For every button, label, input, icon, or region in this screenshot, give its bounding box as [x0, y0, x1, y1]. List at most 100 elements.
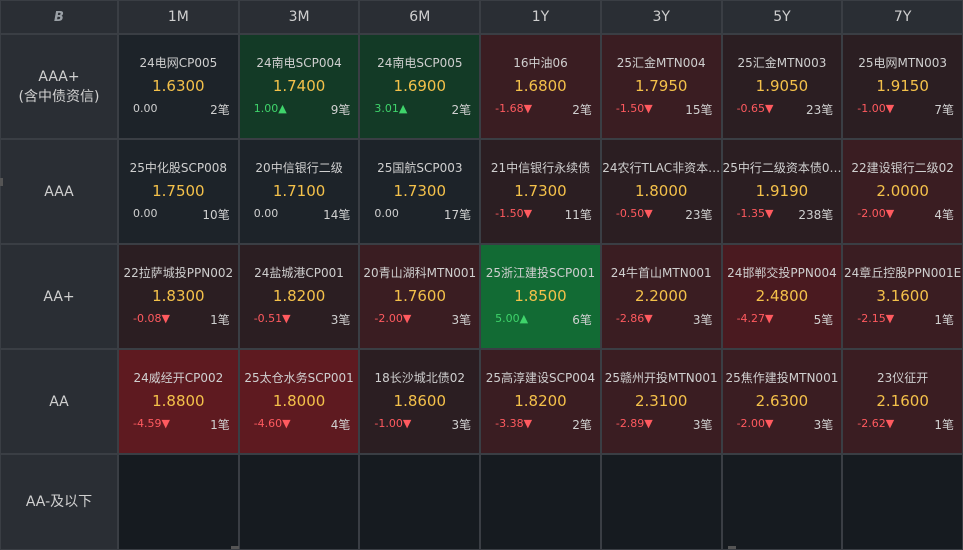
column-header-1m[interactable]: 1M: [119, 1, 238, 33]
bond-name: 22建设银行二级02: [851, 161, 954, 175]
bond-name: 24农行TLAC非资本…: [602, 161, 721, 175]
column-header-3m[interactable]: 3M: [239, 1, 359, 33]
trade-count: 3笔: [451, 313, 472, 327]
column-resize-handle[interactable]: [728, 546, 736, 549]
bond-name: 20中信银行二级: [255, 161, 343, 175]
bond-cell[interactable]: 24电网CP005 1.6300 0.00 2笔: [119, 35, 238, 138]
bond-yield: 1.7400: [272, 77, 326, 95]
bond-cell[interactable]: 24盐城港CP001 1.8200 -0.51▼ 3笔: [239, 245, 359, 348]
yield-change: 3.01▲: [374, 102, 408, 115]
yield-change: 0.00: [253, 207, 279, 220]
bond-cell[interactable]: 25高淳建设SCP004 1.8200 -3.38▼ 2笔: [481, 350, 600, 453]
bond-cell[interactable]: 24南电SCP004 1.7400 1.00▲ 9笔: [239, 35, 359, 138]
yield-change: -1.50▼: [495, 207, 533, 220]
column-header-3y[interactable]: 3Y: [601, 1, 721, 33]
row-label: AA: [1, 350, 117, 453]
trade-count: 3笔: [451, 418, 472, 432]
bond-cell[interactable]: 18长沙城北债02 1.8600 -1.00▼ 3笔: [360, 350, 480, 453]
trade-count: 4笔: [330, 418, 351, 432]
trade-count: 23笔: [806, 103, 834, 117]
bond-name: 18长沙城北债02: [374, 371, 466, 385]
trade-count: 2笔: [451, 103, 472, 117]
row-label: AA-及以下: [1, 455, 117, 549]
trade-count: 15笔: [685, 103, 713, 117]
column-header-5y[interactable]: 5Y: [722, 1, 842, 33]
bond-cell[interactable]: 25焦作建投MTN001 2.6300 -2.00▼ 3笔: [722, 350, 842, 453]
bond-cell[interactable]: 16中油06 1.6800 -1.68▼ 2笔: [481, 35, 600, 138]
bond-yield: 1.8800: [152, 392, 205, 410]
bond-cell[interactable]: 25浙江建投SCP001 1.8500 5.00▲ 6笔: [481, 245, 600, 348]
yield-change: -0.51▼: [253, 312, 291, 325]
bond-cell[interactable]: 20青山湖科MTN001 1.7600 -2.00▼ 3笔: [360, 245, 480, 348]
column-header-1y[interactable]: 1Y: [481, 1, 600, 33]
yield-change: 0.00: [133, 207, 158, 220]
bond-yield: 1.9050: [755, 77, 809, 95]
yield-change: -0.08▼: [133, 312, 170, 325]
bond-cell[interactable]: 25电网MTN003 1.9150 -1.00▼ 7笔: [843, 35, 962, 138]
row-resize-handle[interactable]: [0, 178, 3, 186]
bond-cell[interactable]: 24农行TLAC非资本… 1.8000 -0.50▼ 23笔: [601, 140, 721, 243]
bond-cell[interactable]: 25中行二级资本债0… 1.9190 -1.35▼ 238笔: [722, 140, 842, 243]
bond-cell[interactable]: 22建设银行二级02 2.0000 -2.00▼ 4笔: [843, 140, 962, 243]
trade-count: 1笔: [210, 418, 230, 432]
yield-change: -4.60▼: [253, 417, 291, 430]
bond-cell[interactable]: 25赣州开投MTN001 2.3100 -2.89▼ 3笔: [601, 350, 721, 453]
bond-cell[interactable]: 25太仓水务SCP001 1.8000 -4.60▼ 4笔: [239, 350, 359, 453]
bond-cell[interactable]: 24邯郸交投PPN004 2.4800 -4.27▼ 5笔: [722, 245, 842, 348]
bond-yield: 1.7950: [634, 77, 688, 95]
bond-cell[interactable]: 25中化股SCP008 1.7500 0.00 10笔: [119, 140, 238, 243]
bond-cell[interactable]: 24南电SCP005 1.6900 3.01▲ 2笔: [360, 35, 480, 138]
bond-cell[interactable]: 23仪征开 2.1600 -2.62▼ 1笔: [843, 350, 962, 453]
empty-cell: [239, 455, 359, 549]
empty-cell: [360, 455, 480, 549]
column-header-6m[interactable]: 6M: [360, 1, 480, 33]
bond-yield: 1.8300: [152, 287, 205, 305]
empty-cell: [722, 455, 842, 549]
yield-change: -2.15▼: [857, 312, 895, 325]
bond-name: 25电网MTN003: [858, 56, 948, 70]
trade-count: 1笔: [934, 418, 954, 432]
bond-yield: 1.7300: [514, 182, 567, 200]
bond-cell[interactable]: 24威经开CP002 1.8800 -4.59▼ 1笔: [119, 350, 238, 453]
yield-change: -0.65▼: [736, 102, 774, 115]
trade-count: 5笔: [813, 313, 834, 327]
trade-count: 23笔: [685, 208, 713, 222]
row-label-line: (含中债资信): [18, 88, 100, 105]
bond-name: 21中信银行永续债: [490, 161, 591, 175]
trade-count: 1笔: [210, 313, 230, 327]
column-header-7y[interactable]: 7Y: [843, 1, 962, 33]
trade-count: 6笔: [572, 313, 592, 327]
bond-cell[interactable]: 25国航SCP003 1.7300 0.00 17笔: [360, 140, 480, 243]
bond-name: 24邯郸交投PPN004: [727, 266, 837, 280]
bond-yield: 1.9190: [755, 182, 809, 200]
trade-count: 238笔: [798, 208, 834, 222]
bond-cell[interactable]: 20中信银行二级 1.7100 0.00 14笔: [239, 140, 359, 243]
trade-count: 2笔: [572, 103, 592, 117]
bond-cell[interactable]: 24牛首山MTN001 2.2000 -2.86▼ 3笔: [601, 245, 721, 348]
empty-cell: [481, 455, 600, 549]
yield-change: -2.00▼: [736, 417, 774, 430]
bond-name: 16中油06: [513, 56, 568, 70]
trade-count: 2笔: [572, 418, 592, 432]
bond-yield: 1.7600: [393, 287, 447, 305]
bond-cell[interactable]: 22拉萨城投PPN002 1.8300 -0.08▼ 1笔: [119, 245, 238, 348]
bond-name: 25焦作建投MTN001: [725, 371, 839, 385]
row-label-line: AA+: [43, 288, 75, 305]
trade-count: 10笔: [202, 208, 230, 222]
yield-change: 0.00: [374, 207, 399, 220]
yield-change: -1.68▼: [495, 102, 533, 115]
bond-name: 25汇金MTN004: [616, 56, 706, 70]
trade-count: 14笔: [323, 208, 351, 222]
bond-cell[interactable]: 25汇金MTN004 1.7950 -1.50▼ 15笔: [601, 35, 721, 138]
yield-change: -2.86▼: [615, 312, 653, 325]
bond-name: 24电网CP005: [139, 56, 218, 70]
bond-cell[interactable]: 21中信银行永续债 1.7300 -1.50▼ 11笔: [481, 140, 600, 243]
bond-yield: 1.8500: [514, 287, 567, 305]
yield-change: -2.62▼: [857, 417, 895, 430]
column-resize-handle[interactable]: [231, 546, 239, 549]
bond-cell[interactable]: 25汇金MTN003 1.9050 -0.65▼ 23笔: [722, 35, 842, 138]
bond-cell[interactable]: 24章丘控股PPN001E 3.1600 -2.15▼ 1笔: [843, 245, 962, 348]
app-logo-icon[interactable]: B: [1, 1, 117, 33]
bond-yield: 1.7300: [393, 182, 447, 200]
bond-name: 24章丘控股PPN001E: [844, 266, 962, 280]
